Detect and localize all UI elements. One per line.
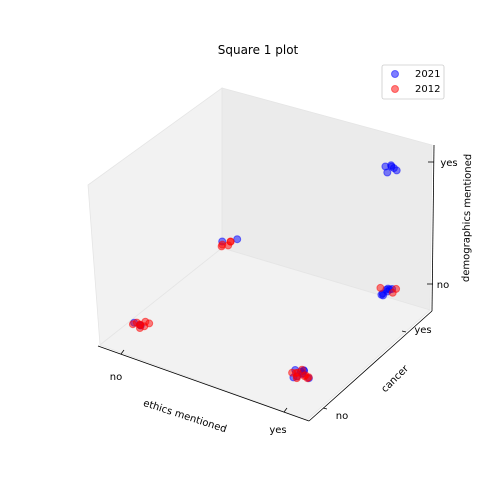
legend-marker-2012 xyxy=(391,85,399,93)
point-2012-6 xyxy=(132,318,141,327)
y-axis-label: cancer xyxy=(379,363,411,395)
point-2012-15 xyxy=(300,372,309,381)
x-tick-mark-no xyxy=(120,349,125,355)
x-tick-label-no: no xyxy=(110,372,122,383)
z-tick-label-yes: yes xyxy=(440,158,457,169)
legend-label-2021: 2021 xyxy=(415,69,440,80)
tick-labels: no yes no yes no yes xyxy=(110,158,458,436)
tick-marks xyxy=(120,161,434,413)
axis-lines xyxy=(97,144,435,422)
x-tick-label-yes: yes xyxy=(269,425,286,436)
z-tick-label-no: no xyxy=(437,280,449,291)
legend-marker-2021 xyxy=(391,70,399,78)
y-tick-mark-no xyxy=(322,407,328,410)
x-axis-label: ethics mentioned xyxy=(142,398,228,435)
legend-label-2012: 2012 xyxy=(415,84,440,95)
point-2012-16 xyxy=(292,374,301,383)
point-2021-21 xyxy=(377,290,386,299)
y-tick-mark-yes xyxy=(401,330,407,333)
point-2012-7 xyxy=(141,317,150,326)
axes-panes xyxy=(87,87,433,421)
point-2021-27 xyxy=(387,161,396,170)
legend: 2021 2012 xyxy=(381,64,445,100)
z-axis-line xyxy=(431,144,435,312)
chart-title: Square 1 plot xyxy=(218,43,299,57)
point-2012-21 xyxy=(226,237,235,246)
y-tick-label-yes: yes xyxy=(414,325,431,336)
y-axis-line xyxy=(308,310,433,422)
x-axis-line xyxy=(97,345,310,422)
z-axis-label: demographics mentioned xyxy=(461,154,474,282)
floor-pane xyxy=(99,247,431,421)
point-2021-13 xyxy=(233,235,242,244)
point-2012-25 xyxy=(388,288,397,297)
point-2012-17 xyxy=(288,368,297,377)
point-2012-24 xyxy=(376,283,385,292)
x-tick-mark-yes xyxy=(283,407,288,413)
point-2012-22 xyxy=(218,240,227,249)
point-2021-25 xyxy=(392,166,401,175)
y-tick-label-no: no xyxy=(336,411,348,422)
data-points xyxy=(128,161,401,383)
